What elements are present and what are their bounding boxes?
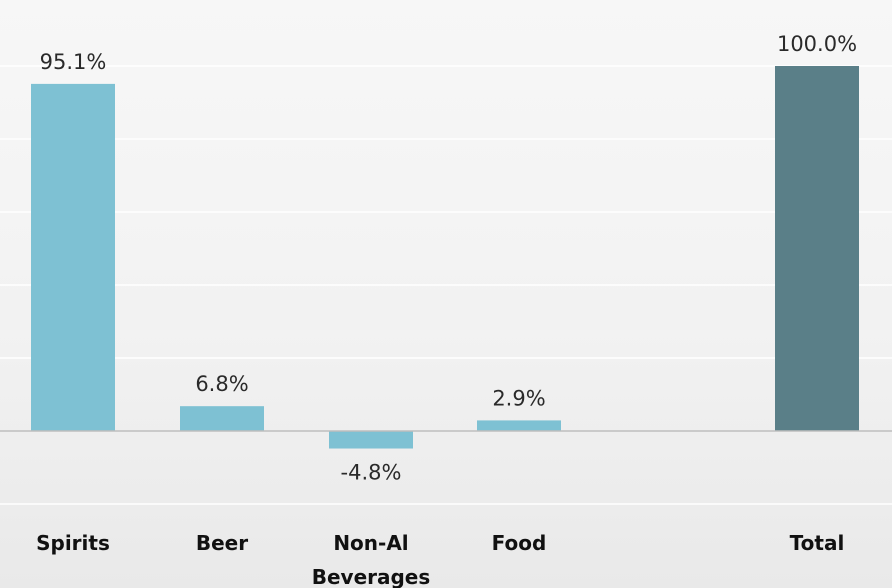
category-labels: Spirits Beer Non-Al Beverages Food Total [36,531,844,588]
category-label-food: Food [492,531,547,555]
bars [31,66,859,449]
data-labels: 95.1% 6.8% -4.8% 2.9% 100.0% [40,32,857,485]
data-label-spirits: 95.1% [40,50,107,74]
gridlines [0,65,892,505]
category-label-spirits: Spirits [36,531,110,555]
bar-beer [180,406,264,431]
category-label-total: Total [790,531,845,555]
bar-spirits [31,83,115,431]
bar-food [477,420,561,431]
category-label-beer: Beer [196,531,248,555]
data-label-food: 2.9% [492,386,545,410]
data-label-non-al-beverages: -4.8% [341,461,402,485]
data-label-total: 100.0% [777,32,857,56]
bar-non-al-beverages [329,431,413,449]
category-label-non-al-beverages: Non-Al Beverages [312,531,431,588]
bar-total [775,66,859,431]
data-label-beer: 6.8% [195,372,248,396]
